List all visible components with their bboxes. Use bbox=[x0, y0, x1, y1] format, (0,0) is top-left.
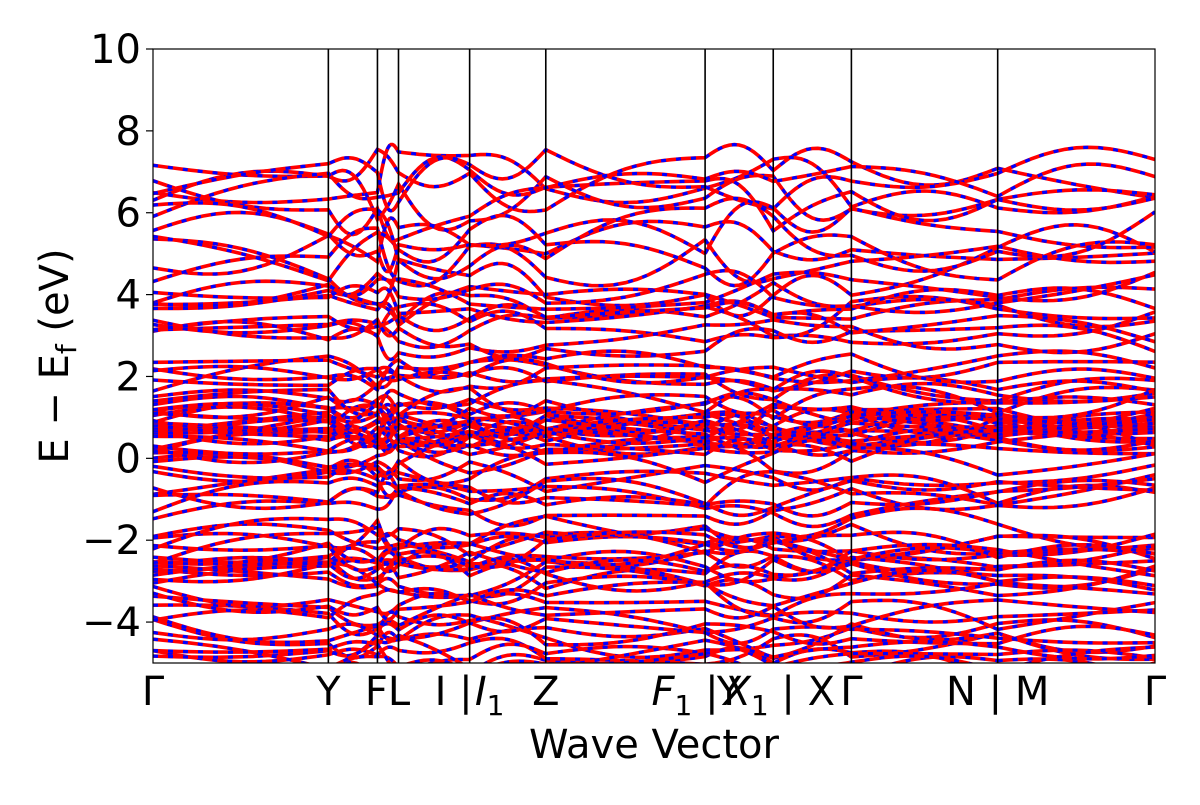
band-line-blue bbox=[153, 300, 1155, 344]
band-line-blue bbox=[153, 542, 1155, 581]
band-line-blue bbox=[153, 317, 1155, 360]
band-line-blue bbox=[153, 580, 1155, 622]
y-axis-label: E − Ef (eV) bbox=[32, 248, 83, 463]
y-tick-label: 10 bbox=[90, 27, 141, 73]
x-tick-label-yx: Y bbox=[716, 669, 742, 715]
plot-frame bbox=[152, 48, 1156, 664]
x-axis-label: Wave Vector bbox=[529, 722, 780, 768]
y-axis-label-sub: f bbox=[50, 343, 83, 354]
band-line-blue bbox=[335, 648, 1155, 663]
x-tick-label-y: Y bbox=[315, 669, 341, 715]
x-tick-label-i: I | bbox=[435, 669, 473, 715]
high-symmetry-lines bbox=[327, 49, 999, 663]
x-tick-label-f1: F1 | bbox=[652, 669, 719, 722]
x-tick-label-fl: FL bbox=[365, 669, 411, 715]
x-tick-label-z: Z bbox=[532, 669, 559, 715]
band-line-blue bbox=[153, 384, 1155, 421]
band-line-blue bbox=[153, 592, 1155, 630]
y-axis-label-main: E − E bbox=[32, 354, 78, 464]
band-line-blue bbox=[153, 268, 1155, 314]
band-line-blue bbox=[153, 226, 1155, 288]
y-tick-label: 4 bbox=[116, 273, 141, 319]
y-axis-label-unit: (eV) bbox=[32, 248, 78, 344]
band-line-blue bbox=[153, 418, 1155, 454]
y-tick-label: −4 bbox=[82, 600, 141, 646]
x-tick-label-g2: Γ bbox=[1144, 669, 1167, 715]
band-line-blue bbox=[153, 468, 1155, 508]
x-tick-label-g1: Γ bbox=[840, 669, 863, 715]
y-tick-label: 8 bbox=[116, 109, 141, 155]
y-tick-label: 2 bbox=[116, 354, 141, 400]
band-line-blue bbox=[153, 525, 1155, 565]
x-tick-label-i1: I1 bbox=[475, 669, 505, 722]
y-axis: −4 −2 0 2 4 6 8 10 bbox=[82, 27, 153, 646]
band-line-blue bbox=[153, 639, 1155, 663]
x-tick-label-x1: X1 | X bbox=[721, 669, 835, 722]
y-tick-label: −2 bbox=[82, 518, 141, 564]
x-tick-label-nm: N | M bbox=[946, 669, 1049, 715]
y-tick-label: 6 bbox=[116, 191, 141, 237]
x-tick-label-g0: Γ bbox=[142, 669, 165, 715]
band-line-blue bbox=[153, 391, 1155, 436]
y-tick-label: 0 bbox=[116, 436, 141, 482]
